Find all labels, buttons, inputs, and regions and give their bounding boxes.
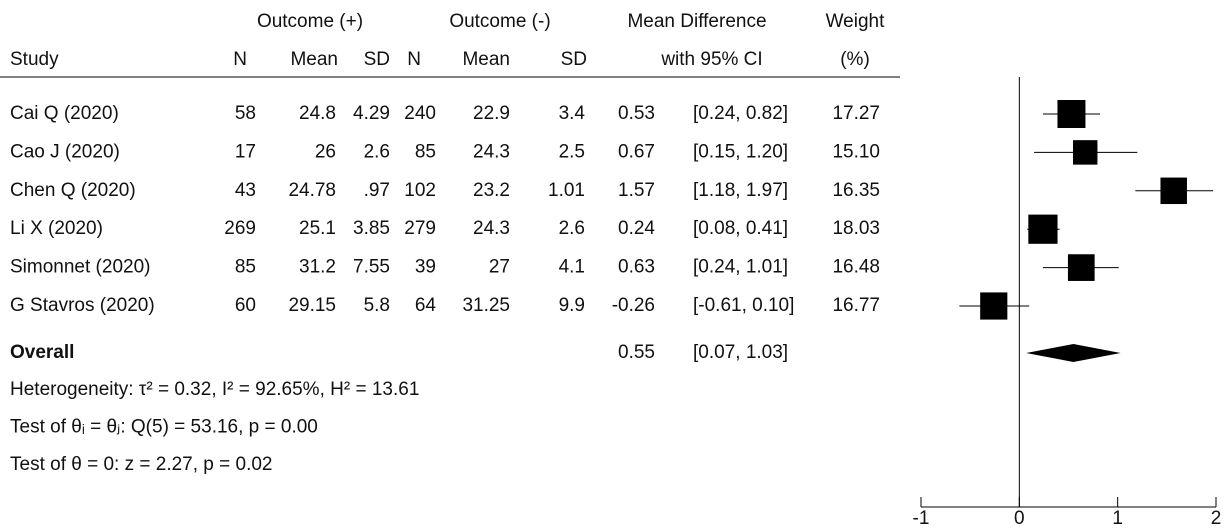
overall-name: Overall: [10, 342, 74, 363]
ci-label: [-0.61, 0.10]: [693, 295, 794, 316]
table-cell: 4.29: [353, 103, 390, 124]
table-cell: 102: [404, 180, 436, 201]
weight-label: 15.10: [832, 141, 880, 162]
column-header: (%): [840, 49, 870, 70]
table-cell: 2.6: [364, 141, 390, 162]
column-header: SD: [561, 49, 587, 70]
weight-label: 16.35: [832, 180, 880, 201]
table-cell: 3.4: [559, 103, 586, 124]
table-cell: 2.6: [559, 218, 585, 239]
table-cell: .97: [364, 180, 390, 201]
table-cell: 24.3: [473, 141, 510, 162]
table-cell: 1.01: [548, 180, 585, 201]
table-cell: 269: [224, 218, 256, 239]
note: Heterogeneity: τ² = 0.32, I² = 92.65%, H…: [10, 379, 419, 400]
effect-square: [1028, 214, 1058, 244]
study-name: G Stavros (2020): [10, 295, 155, 316]
study-name: Chen Q (2020): [10, 180, 136, 201]
table-cell: 31.25: [462, 295, 510, 316]
ci-label: [0.24, 1.01]: [693, 257, 788, 278]
weight-label: 16.77: [832, 295, 880, 316]
effect-value: 0.63: [618, 257, 655, 278]
effect-value: 0.55: [618, 342, 655, 363]
study-name: Simonnet (2020): [10, 257, 150, 278]
study-name: Li X (2020): [10, 218, 103, 239]
ci-label: [0.07, 1.03]: [693, 342, 788, 363]
table-cell: 43: [235, 180, 256, 201]
note: Test of θᵢ = θⱼ: Q(5) = 53.16, p = 0.00: [10, 417, 318, 438]
effect-value: 0.53: [618, 103, 655, 124]
ci-label: [1.18, 1.97]: [693, 180, 788, 201]
x-tick-label: 1: [1112, 508, 1123, 529]
table-cell: 25.1: [299, 218, 336, 239]
table-cell: 24.78: [288, 180, 336, 201]
effect-value: 1.57: [618, 180, 655, 201]
table-cell: 2.5: [559, 141, 585, 162]
effect-value: 0.24: [618, 218, 655, 239]
table-cell: 23.2: [473, 180, 510, 201]
table-cell: 29.15: [288, 295, 336, 316]
table-cell: 27: [489, 257, 510, 278]
table-cell: 24.8: [299, 103, 336, 124]
table-cell: 58: [235, 103, 256, 124]
table-cell: 31.2: [299, 257, 336, 278]
group-header: Weight: [826, 11, 886, 32]
group-header: Outcome (+): [257, 11, 363, 32]
study-name: Cai Q (2020): [10, 103, 119, 124]
table-cell: 22.9: [473, 103, 510, 124]
group-header: Outcome (-): [449, 11, 550, 32]
ci-label: [0.15, 1.20]: [693, 141, 788, 162]
column-header: Study: [10, 49, 59, 70]
table-cell: 64: [415, 295, 437, 316]
ci-label: [0.24, 0.82]: [693, 103, 788, 124]
x-tick-label: 0: [1014, 508, 1025, 529]
table-cell: 85: [235, 257, 256, 278]
table-cell: 17: [235, 141, 256, 162]
table-cell: 26: [315, 141, 336, 162]
effect-square: [1160, 177, 1187, 205]
ci-label: [0.08, 0.41]: [693, 218, 788, 239]
column-header: Mean: [462, 49, 510, 70]
weight-label: 16.48: [832, 257, 880, 278]
table-cell: 279: [404, 218, 436, 239]
effect-square: [1072, 140, 1098, 165]
table-cell: 85: [415, 141, 436, 162]
column-header: N: [233, 49, 247, 70]
study-name: Cao J (2020): [10, 141, 120, 162]
table-cell: 3.85: [353, 218, 390, 239]
group-header: Mean Difference: [627, 11, 766, 32]
effect-square: [1067, 254, 1095, 281]
effect-value: 0.67: [618, 141, 655, 162]
table-cell: 7.55: [353, 257, 390, 278]
x-tick-label: 2: [1211, 508, 1222, 529]
table-cell: 9.9: [559, 295, 585, 316]
table-cell: 39: [415, 257, 436, 278]
weight-label: 18.03: [832, 218, 880, 239]
table-cell: 60: [235, 295, 256, 316]
overall-diamond: [1026, 344, 1121, 362]
table-cell: 24.3: [473, 218, 510, 239]
column-header: SD: [364, 49, 390, 70]
weight-label: 17.27: [832, 103, 880, 124]
column-header: Mean: [290, 49, 338, 70]
effect-value: -0.26: [612, 295, 655, 316]
table-cell: 5.8: [364, 295, 390, 316]
x-tick-label: -1: [913, 508, 930, 529]
table-cell: 240: [404, 103, 436, 124]
table-cell: 4.1: [559, 257, 585, 278]
note: Test of θ = 0: z = 2.27, p = 0.02: [10, 454, 272, 475]
effect-square: [980, 292, 1008, 320]
effect-square: [1057, 100, 1086, 128]
column-header: N: [407, 49, 421, 70]
column-header: with 95% CI: [660, 49, 762, 70]
